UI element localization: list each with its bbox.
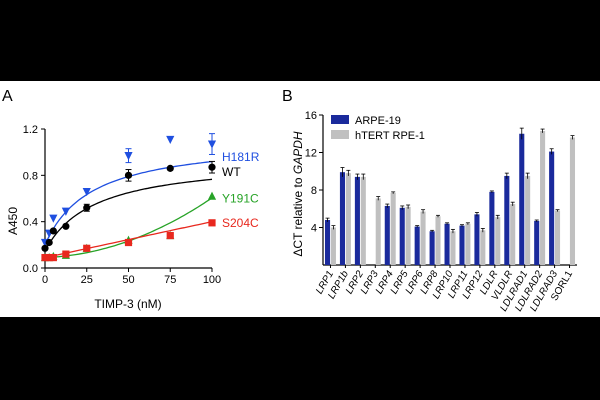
data-point — [124, 238, 133, 247]
bar — [489, 191, 495, 265]
panel-a-y-tick-label: 0.0 — [23, 263, 38, 275]
data-point — [82, 187, 91, 197]
panel-a-chart: A A450 TIMP-3 (nM) 0.0 0.4 0.8 1.2 0 25 50 75 10… — [2, 88, 260, 311]
bar — [549, 151, 555, 265]
figure-panel: A A450 TIMP-3 (nM) 0.0 0.4 0.8 1.2 0 25 50 75 10… — [0, 81, 600, 317]
panel-b-y-axis-title-gene: GAPDH — [291, 131, 305, 174]
bar — [540, 130, 546, 265]
bar — [465, 223, 471, 265]
bar — [504, 175, 510, 265]
bar — [534, 220, 540, 265]
bar — [390, 192, 396, 265]
legend-label: hTERT RPE-1 — [355, 130, 425, 142]
data-point — [41, 244, 49, 252]
series-fit-line — [44, 178, 213, 251]
bar — [510, 204, 516, 265]
bar — [450, 231, 456, 265]
bar — [324, 220, 331, 265]
bar — [414, 226, 420, 265]
data-point — [83, 204, 91, 212]
bar — [495, 217, 501, 265]
bar — [429, 231, 435, 265]
figure-svg: A A450 TIMP-3 (nM) 0.0 0.4 0.8 1.2 0 25 50 75 10… — [2, 88, 577, 313]
bar — [345, 173, 351, 265]
bar — [519, 133, 525, 265]
data-point — [49, 253, 57, 262]
bar — [330, 227, 336, 265]
series-label: WT — [222, 165, 241, 179]
panel-a-x-tick-label: 0 — [42, 274, 48, 286]
bar — [554, 210, 561, 265]
data-point — [166, 231, 174, 240]
legend-swatch — [331, 130, 349, 139]
panel-b-y-axis-title-prefix: ΔCT relative to — [291, 174, 305, 257]
bar — [474, 214, 480, 265]
series-label: Y191C — [222, 192, 259, 206]
data-point — [45, 253, 53, 262]
bar — [375, 198, 381, 265]
data-point — [208, 163, 216, 171]
data-point — [166, 164, 174, 172]
bar — [384, 205, 390, 265]
panel-b-chart: B ΔCT relative to GAPDH 481216LRP1LRP1bL… — [282, 88, 577, 313]
data-point — [83, 244, 91, 252]
panel-b-y-axis-title: ΔCT relative to GAPDH — [291, 131, 305, 257]
data-point — [166, 135, 175, 145]
bar — [405, 206, 411, 265]
bar — [525, 175, 531, 265]
data-point — [62, 250, 70, 258]
data-point — [45, 238, 53, 247]
data-point — [62, 222, 70, 230]
bar — [569, 137, 576, 265]
panel-a-y-tick-label: 0.8 — [23, 170, 38, 182]
panel-a-y-tick-label: 0.4 — [23, 217, 38, 229]
data-point — [61, 207, 70, 216]
legend-swatch — [331, 115, 349, 124]
bar — [339, 172, 346, 265]
panel-b-y-tick-label: 8 — [311, 185, 317, 197]
data-point — [49, 227, 57, 235]
panel-a-x-tick-label: 50 — [122, 274, 134, 286]
panel-a-x-tick-label: 100 — [203, 274, 221, 286]
data-point — [49, 214, 58, 223]
data-point — [208, 219, 216, 227]
bar — [480, 230, 486, 265]
bar — [459, 225, 465, 265]
panel-b-y-tick-label: 12 — [305, 148, 317, 160]
panel-b-y-tick-label: 16 — [305, 110, 317, 122]
panel-b-label: B — [282, 88, 293, 105]
panel-a-x-axis-title: TIMP-3 (nM) — [94, 297, 161, 311]
bar — [360, 176, 366, 265]
series-label: S204C — [222, 216, 259, 230]
panel-a-x-tick-label: 25 — [81, 274, 93, 286]
bar — [444, 223, 450, 265]
panel-a-y-tick-label: 1.2 — [23, 124, 38, 136]
bar — [435, 216, 441, 265]
legend-label: ARPE-19 — [355, 115, 401, 127]
data-point — [124, 171, 133, 179]
data-point — [207, 191, 217, 200]
data-point — [41, 253, 49, 262]
bar — [399, 207, 405, 265]
bar — [354, 176, 360, 265]
bar — [420, 211, 426, 265]
panel-a-label: A — [2, 88, 13, 105]
panel-b-y-tick-label: 4 — [311, 223, 317, 235]
data-point — [207, 140, 217, 149]
data-point — [124, 152, 133, 161]
series-label: H181R — [222, 150, 260, 164]
panel-a-y-axis-title: A450 — [6, 207, 20, 235]
panel-a-x-tick-label: 75 — [164, 274, 176, 286]
